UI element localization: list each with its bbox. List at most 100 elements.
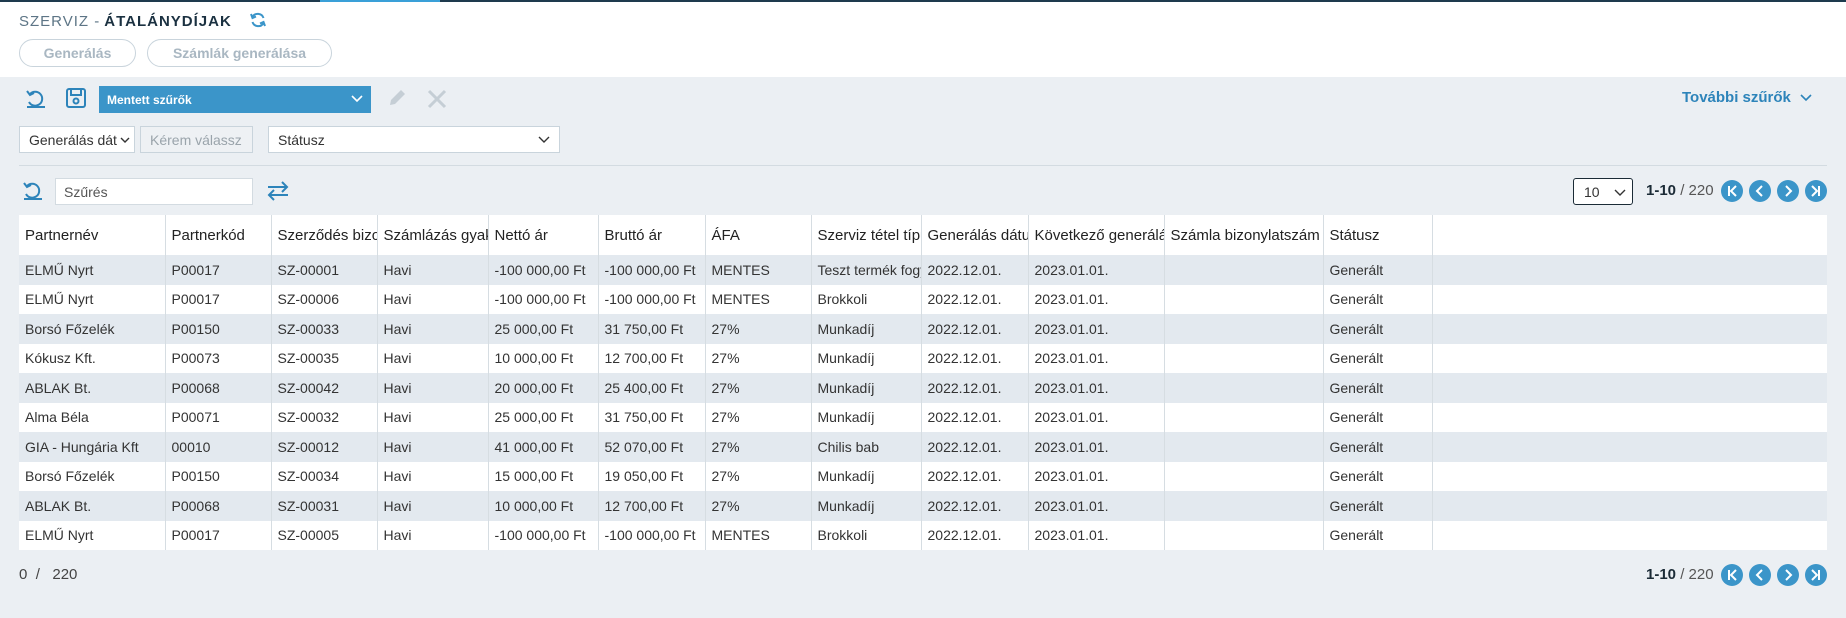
table-cell: 41 000,00 Ft bbox=[488, 432, 599, 462]
generate-invoices-button[interactable]: Számlák generálása bbox=[147, 39, 332, 67]
first-page-button[interactable] bbox=[1721, 180, 1743, 202]
generate-button[interactable]: Generálás bbox=[19, 39, 136, 67]
date-range-input[interactable]: Kérem válassz bbox=[140, 126, 253, 153]
last-page-button[interactable] bbox=[1805, 180, 1827, 202]
table-cell: 2023.01.01. bbox=[1028, 402, 1165, 432]
top-progress-line bbox=[0, 0, 1846, 2]
table-cell: Havi bbox=[377, 373, 489, 403]
table-cell: 25 000,00 Ft bbox=[488, 314, 599, 344]
column-header[interactable]: Szerviz tétel típus bbox=[811, 215, 922, 255]
delete-icon[interactable] bbox=[426, 88, 448, 110]
table-cell bbox=[1164, 343, 1324, 373]
more-filters-toggle[interactable]: További szűrők bbox=[1682, 89, 1813, 106]
divider bbox=[19, 165, 1827, 166]
table-cell: ABLAK Bt. bbox=[19, 373, 166, 403]
table-cell: P00017 bbox=[165, 520, 272, 550]
table-cell: 2023.01.01. bbox=[1028, 520, 1165, 550]
table-cell: -100 000,00 Ft bbox=[488, 284, 599, 314]
refresh-icon[interactable] bbox=[249, 11, 267, 29]
table-cell: 2023.01.01. bbox=[1028, 432, 1165, 462]
table-cell: P00017 bbox=[165, 284, 272, 314]
table-cell: -100 000,00 Ft bbox=[598, 520, 706, 550]
table-cell: SZ-00001 bbox=[271, 255, 378, 285]
table-cell bbox=[1164, 255, 1324, 285]
selection-count: 0 / 220 bbox=[19, 566, 77, 583]
selected-count: 0 bbox=[19, 566, 28, 583]
table-row[interactable]: Borsó Főzelék P00150 SZ-00033 Havi 25 000,00… bbox=[19, 314, 1827, 344]
saved-filters-select[interactable]: Mentett szűrők bbox=[99, 86, 371, 113]
table-cell: Teszt termék fogyó bbox=[811, 255, 922, 285]
table-row[interactable]: ELMŰ Nyrt P00017 SZ-00006 Havi -100 000,00 F… bbox=[19, 284, 1827, 314]
grid-search-input[interactable]: Szűrés bbox=[55, 178, 253, 205]
table-row[interactable]: Borsó Főzelék P00150 SZ-00034 Havi 15 000,00… bbox=[19, 461, 1827, 491]
table-cell bbox=[1432, 343, 1827, 373]
reset-filters-icon[interactable] bbox=[25, 88, 47, 110]
page-title-prefix: SZERVIZ - bbox=[19, 13, 101, 30]
table-row[interactable]: Alma Béla P00071 SZ-00032 Havi 25 000,00 Ft 3… bbox=[19, 402, 1827, 432]
next-page-button[interactable] bbox=[1777, 180, 1799, 202]
table-cell: P00068 bbox=[165, 373, 272, 403]
swap-columns-icon[interactable] bbox=[266, 181, 290, 201]
table-cell: 2023.01.01. bbox=[1028, 314, 1165, 344]
first-page-icon bbox=[1728, 569, 1737, 581]
table-cell: 27% bbox=[705, 373, 812, 403]
column-header[interactable]: Partnernév bbox=[19, 215, 166, 255]
table-cell: Havi bbox=[377, 255, 489, 285]
table-cell: 27% bbox=[705, 432, 812, 462]
chevron-right-icon bbox=[1785, 569, 1793, 581]
table-cell: 27% bbox=[705, 461, 812, 491]
table-cell bbox=[1432, 491, 1827, 521]
table-cell: 31 750,00 Ft bbox=[598, 314, 706, 344]
first-page-button[interactable] bbox=[1721, 564, 1743, 586]
table-cell: P00150 bbox=[165, 314, 272, 344]
table-row[interactable]: ABLAK Bt. P00068 SZ-00042 Havi 20 000,00 Ft 2… bbox=[19, 373, 1827, 403]
column-header[interactable]: Számlázás gyakoriság bbox=[377, 215, 489, 255]
table-cell: 15 000,00 Ft bbox=[488, 461, 599, 491]
table-cell: -100 000,00 Ft bbox=[598, 255, 706, 285]
prev-page-button[interactable] bbox=[1749, 180, 1771, 202]
column-header[interactable]: Szerződés bizonylat bbox=[271, 215, 378, 255]
table-row[interactable]: ELMŰ Nyrt P00017 SZ-00001 Havi -100 000,00 F… bbox=[19, 255, 1827, 285]
chevron-down-icon bbox=[538, 136, 550, 143]
table-row[interactable]: ELMŰ Nyrt P00017 SZ-00005 Havi -100 000,00 F… bbox=[19, 520, 1827, 550]
table-cell bbox=[1164, 432, 1324, 462]
status-select[interactable]: Státusz bbox=[268, 126, 560, 153]
chevron-down-icon bbox=[1614, 189, 1626, 196]
column-header[interactable]: ÁFA bbox=[705, 215, 812, 255]
column-header[interactable]: Partnerkód bbox=[165, 215, 272, 255]
page-size-select[interactable]: 10 bbox=[1573, 178, 1633, 205]
more-filters-label: További szűrők bbox=[1682, 89, 1791, 106]
column-header[interactable]: Számla bizonylatszám bbox=[1164, 215, 1324, 255]
next-page-button[interactable] bbox=[1777, 564, 1799, 586]
table-cell bbox=[1432, 461, 1827, 491]
column-header[interactable]: Nettó ár bbox=[488, 215, 599, 255]
last-page-button[interactable] bbox=[1805, 564, 1827, 586]
service-fees-table: Partnernév Partnerkód Szerződés bizonyla… bbox=[19, 215, 1827, 550]
table-cell: 2022.12.01. bbox=[921, 432, 1029, 462]
table-cell: Generált bbox=[1323, 520, 1433, 550]
column-header[interactable]: Bruttó ár bbox=[598, 215, 706, 255]
table-row[interactable]: GIA - Hungária Kft 00010 SZ-00012 Havi 41 00… bbox=[19, 432, 1827, 462]
table-cell: 10 000,00 Ft bbox=[488, 491, 599, 521]
column-header[interactable]: Generálás dátuma bbox=[921, 215, 1029, 255]
generation-date-select[interactable]: Generálás dát bbox=[19, 126, 135, 153]
table-cell: 2022.12.01. bbox=[921, 343, 1029, 373]
save-filter-icon[interactable] bbox=[65, 87, 87, 109]
table-cell: Brokkoli bbox=[811, 520, 922, 550]
table-cell: ELMŰ Nyrt bbox=[19, 284, 166, 314]
chevron-down-icon bbox=[351, 95, 363, 103]
edit-icon[interactable] bbox=[386, 87, 408, 109]
reset-grid-icon[interactable] bbox=[22, 180, 44, 202]
prev-page-button[interactable] bbox=[1749, 564, 1771, 586]
column-header[interactable]: Státusz bbox=[1323, 215, 1433, 255]
table-cell: Havi bbox=[377, 520, 489, 550]
chevron-right-icon bbox=[1785, 185, 1793, 197]
table-row[interactable]: Kókusz Kft. P00073 SZ-00035 Havi 10 000,00 F… bbox=[19, 343, 1827, 373]
table-cell: Munkadíj bbox=[811, 461, 922, 491]
table-row[interactable]: ABLAK Bt. P00068 SZ-00031 Havi 10 000,00 Ft 1… bbox=[19, 491, 1827, 521]
table-cell: 2022.12.01. bbox=[921, 314, 1029, 344]
table-cell: 19 050,00 Ft bbox=[598, 461, 706, 491]
table-cell bbox=[1432, 284, 1827, 314]
column-header[interactable]: Következő generálás bbox=[1028, 215, 1165, 255]
table-cell: MENTES bbox=[705, 520, 812, 550]
